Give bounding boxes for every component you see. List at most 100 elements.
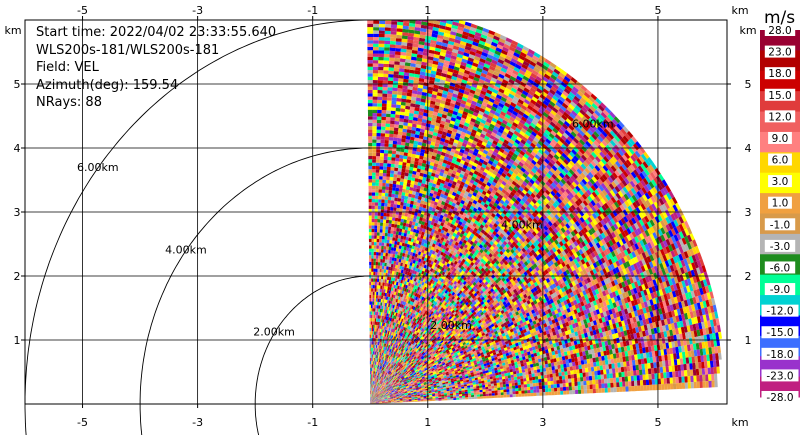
velocity-gate — [375, 305, 378, 309]
velocity-gate — [402, 294, 405, 298]
velocity-gate — [444, 101, 451, 106]
velocity-gate — [390, 253, 393, 258]
velocity-gate — [432, 114, 438, 120]
velocity-gate — [395, 151, 401, 155]
velocity-gate — [438, 109, 444, 114]
velocity-gate — [458, 195, 464, 200]
velocity-gate — [408, 169, 413, 174]
velocity-gate — [389, 314, 392, 318]
velocity-gate — [371, 377, 372, 381]
velocity-gate — [367, 93, 373, 97]
velocity-gate — [405, 99, 412, 104]
velocity-gate — [428, 49, 435, 54]
velocity-gate — [489, 134, 496, 140]
velocity-gate — [458, 106, 465, 111]
velocity-gate — [398, 306, 401, 311]
velocity-gate — [548, 76, 556, 84]
velocity-gate — [407, 36, 414, 41]
velocity-gate — [393, 77, 399, 82]
velocity-gate — [399, 314, 402, 318]
velocity-gate — [422, 297, 427, 302]
velocity-gate — [417, 251, 422, 256]
velocity-gate — [370, 377, 372, 381]
velocity-gate — [390, 328, 393, 332]
velocity-gate — [447, 43, 454, 49]
velocity-gate — [409, 251, 414, 256]
velocity-gate — [377, 268, 380, 273]
velocity-gate — [369, 291, 372, 295]
velocity-gate — [383, 299, 386, 303]
velocity-gate — [392, 346, 395, 351]
velocity-gate — [415, 300, 419, 305]
velocity-gate — [379, 332, 381, 336]
velocity-gate — [373, 351, 374, 355]
velocity-gate — [411, 316, 415, 321]
velocity-gate — [372, 384, 374, 388]
velocity-gate — [445, 199, 450, 204]
velocity-gate — [416, 254, 421, 259]
velocity-gate — [427, 22, 434, 27]
velocity-gate — [420, 224, 424, 229]
velocity-gate — [390, 31, 397, 35]
velocity-gate — [466, 155, 472, 161]
velocity-gate — [405, 102, 411, 107]
velocity-gate — [377, 318, 379, 322]
velocity-gate — [381, 377, 383, 381]
velocity-gate — [377, 372, 380, 376]
velocity-gate — [447, 109, 454, 114]
velocity-gate — [390, 318, 393, 322]
velocity-gate — [391, 321, 394, 326]
velocity-gate — [481, 51, 488, 58]
velocity-gate — [502, 93, 509, 100]
velocity-gate — [372, 103, 378, 107]
velocity-gate — [371, 185, 376, 190]
velocity-gate — [376, 375, 378, 379]
velocity-gate — [386, 358, 388, 362]
velocity-gate — [479, 177, 485, 183]
velocity-gate — [453, 177, 458, 183]
velocity-gate — [370, 380, 372, 385]
velocity-gate — [492, 103, 499, 109]
velocity-gate — [423, 250, 428, 255]
velocity-gate — [420, 277, 424, 282]
velocity-gate — [438, 106, 445, 111]
velocity-gate — [482, 66, 489, 72]
velocity-gate — [412, 120, 418, 125]
velocity-gate — [444, 181, 449, 186]
velocity-gate — [515, 90, 522, 96]
velocity-gate — [384, 206, 388, 210]
velocity-gate — [533, 105, 540, 112]
velocity-gate — [400, 249, 404, 253]
velocity-gate — [392, 90, 398, 95]
velocity-gate — [390, 206, 394, 211]
velocity-gate — [374, 301, 376, 305]
velocity-gate — [392, 233, 396, 238]
velocity-gate — [441, 219, 446, 224]
velocity-gate — [516, 124, 523, 131]
velocity-gate — [370, 390, 372, 395]
velocity-gate — [468, 53, 475, 60]
velocity-gate — [514, 48, 522, 55]
velocity-gate — [472, 126, 479, 132]
velocity-gate — [378, 60, 384, 64]
velocity-gate — [380, 349, 382, 353]
velocity-gate — [489, 109, 496, 115]
velocity-gate — [401, 135, 407, 140]
velocity-gate — [392, 217, 396, 221]
velocity-gate — [381, 272, 384, 276]
velocity-gate — [419, 108, 425, 113]
velocity-gate — [385, 347, 388, 351]
velocity-gate — [456, 29, 464, 35]
velocity-gate — [377, 375, 380, 380]
velocity-gate — [386, 289, 390, 294]
velocity-gate — [536, 87, 543, 94]
velocity-gate — [485, 154, 491, 160]
velocity-gate — [419, 295, 423, 300]
velocity-gate — [443, 238, 448, 243]
velocity-gate — [378, 252, 381, 256]
velocity-gate — [428, 270, 432, 275]
velocity-gate — [377, 355, 380, 359]
velocity-gate — [441, 267, 445, 272]
velocity-gate — [389, 352, 392, 356]
velocity-gate — [379, 369, 381, 373]
